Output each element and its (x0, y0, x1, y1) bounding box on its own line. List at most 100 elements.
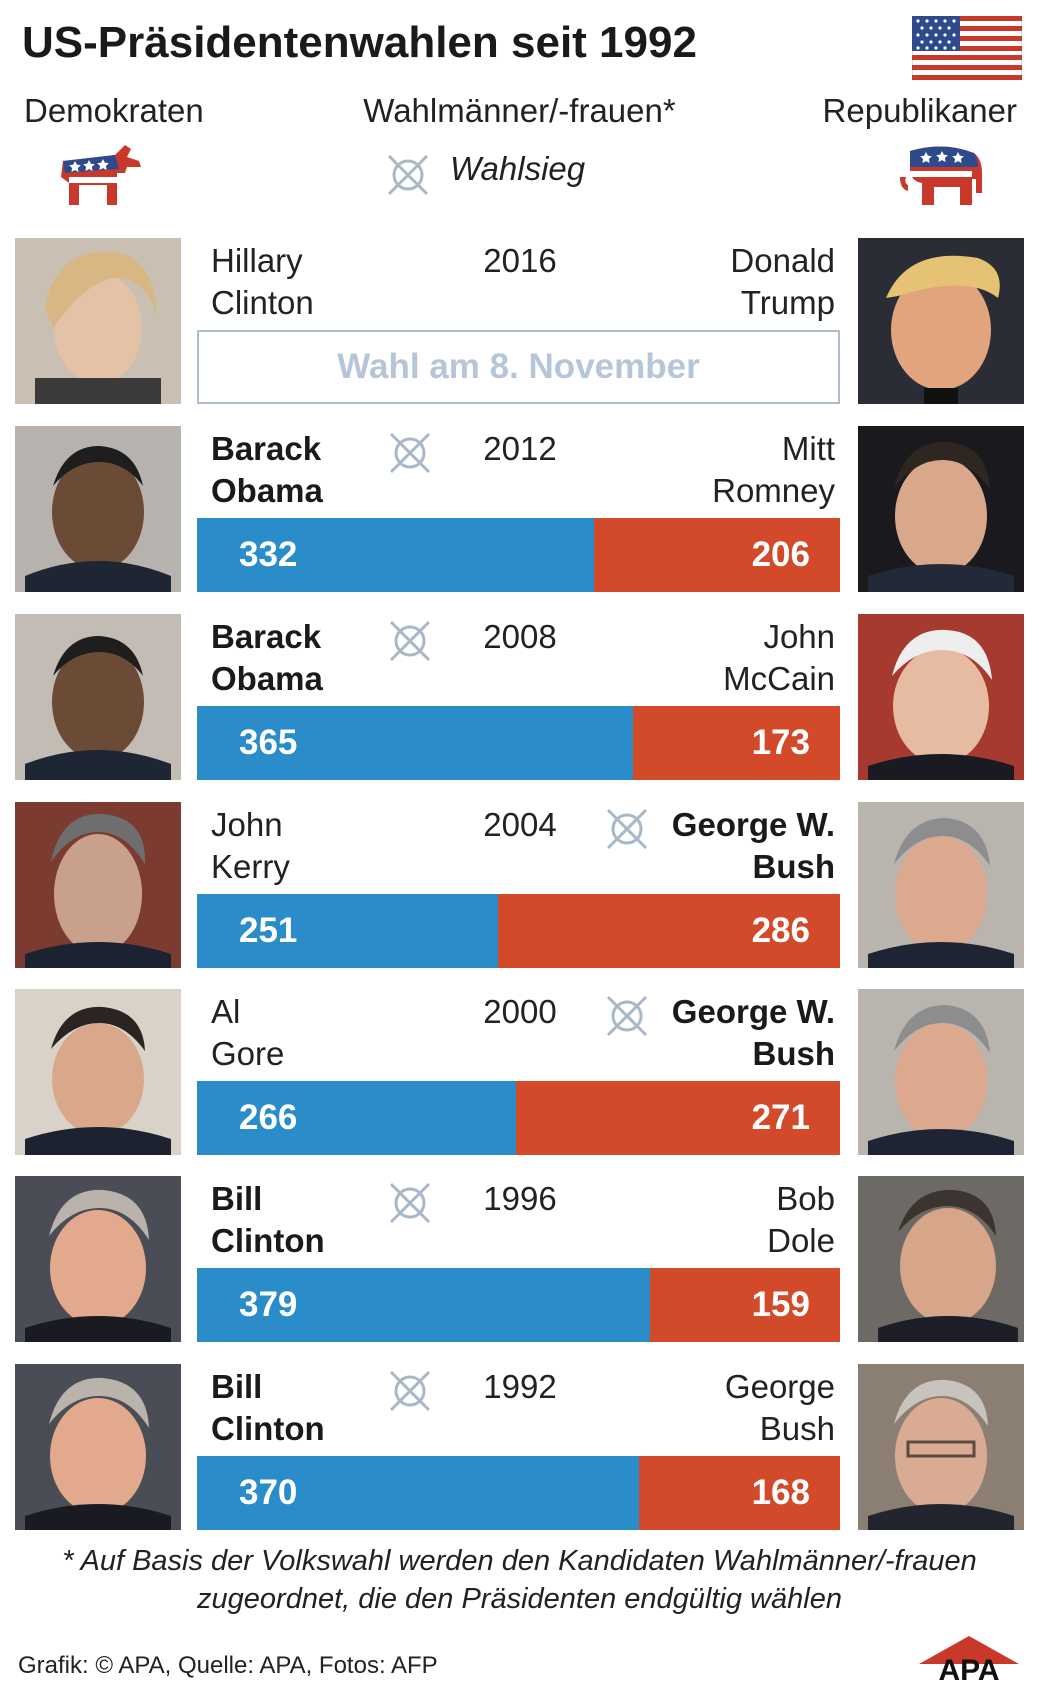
dem-last-name: Clinton (211, 1222, 325, 1259)
rep-last-name: Bush (752, 1035, 836, 1072)
election-row-1996: Bill Clinton 1996 Bob Dole 379 159 (0, 1176, 1039, 1344)
page-title: US-Präsidentenwahlen seit 1992 (22, 18, 697, 67)
dem-votes-label: 370 (239, 1473, 298, 1512)
win-ballot-icon (606, 995, 648, 1037)
republicans-label: Republikaner (822, 92, 1017, 129)
dem-votes-label: 332 (239, 535, 298, 574)
dem-candidate-name: Barack Obama (211, 616, 323, 700)
rep-first-name: George (724, 1368, 835, 1405)
rep-last-name: Trump (740, 284, 835, 321)
candidate-photo-obama (15, 426, 181, 592)
candidate-photo-kerry (15, 802, 181, 968)
dem-candidate-name: Barack Obama (211, 428, 323, 512)
election-year: 2008 (483, 618, 557, 655)
dem-bar-segment: 332 (197, 518, 594, 592)
rep-first-name: George W. (671, 806, 835, 843)
us-flag-icon (912, 16, 1022, 80)
rep-first-name: Donald (730, 242, 835, 279)
dem-first-name: John (211, 806, 283, 843)
electoral-votes-bar: 332 206 (197, 518, 840, 592)
dem-candidate-name: Bill Clinton (211, 1366, 325, 1450)
rep-candidate-name: George W. Bush (672, 804, 835, 888)
candidate-photo-obama (15, 614, 181, 780)
candidate-photo-bush (858, 802, 1024, 968)
dem-first-name: Barack (211, 618, 322, 655)
election-row-2004: John Kerry 2004 George W. Bush 251 286 (0, 802, 1039, 970)
electoral-votes-bar: 370 168 (197, 1456, 840, 1530)
candidate-photo-bill-clinton (15, 1364, 181, 1530)
candidate-photo-gore (15, 989, 181, 1155)
rep-last-name: McCain (723, 660, 835, 697)
dem-last-name: Kerry (211, 848, 290, 885)
rep-bar-segment: 168 (639, 1456, 840, 1530)
apa-logo: APA (919, 1636, 1019, 1682)
dem-first-name: Barack (211, 430, 322, 467)
footnote-line: zugeordnet, die den Präsidenten endgülti… (197, 1583, 842, 1615)
win-ballot-icon (389, 1182, 431, 1224)
electoral-votes-bar: 266 271 (197, 1081, 840, 1155)
pending-election-box: Wahl am 8. November (197, 330, 840, 404)
election-year: 1996 (483, 1180, 557, 1217)
apa-logo-text: APA (938, 1654, 999, 1682)
dem-votes-label: 379 (239, 1285, 298, 1324)
rep-bar-segment: 159 (649, 1268, 840, 1342)
dem-last-name: Obama (211, 660, 323, 697)
election-year: 2004 (483, 806, 557, 843)
democrats-label: Demokraten (24, 92, 204, 129)
win-ballot-icon (389, 432, 431, 474)
rep-votes-label: 168 (751, 1473, 810, 1512)
dem-bar-segment: 379 (197, 1268, 650, 1342)
rep-candidate-name: John McCain (723, 616, 835, 700)
dem-last-name: Clinton (211, 284, 314, 321)
electoral-votes-bar: 365 173 (197, 706, 840, 780)
election-row-1992: Bill Clinton 1992 George Bush 370 168 (0, 1364, 1039, 1532)
electoral-votes-bar: 251 286 (197, 894, 840, 968)
rep-candidate-name: George Bush (725, 1366, 835, 1450)
rep-candidate-name: Donald Trump (730, 240, 835, 324)
rep-first-name: John (763, 618, 835, 655)
win-ballot-icon (389, 620, 431, 662)
election-year: 1992 (483, 1368, 557, 1405)
win-ballot-icon (606, 808, 648, 850)
rep-bar-segment: 271 (515, 1081, 840, 1155)
candidate-photo-bill-clinton (15, 1176, 181, 1342)
rep-first-name: Mitt (781, 430, 835, 467)
electoral-votes-bar: 379 159 (197, 1268, 840, 1342)
dem-first-name: Al (211, 993, 241, 1030)
republican-elephant-icon (900, 146, 982, 205)
rep-bar-segment: 206 (593, 518, 840, 592)
candidate-photo-mccain (858, 614, 1024, 780)
rep-votes-label: 173 (751, 723, 810, 762)
dem-first-name: Bill (211, 1180, 263, 1217)
candidate-photo-trump (858, 238, 1024, 404)
election-row-2016: Hillary Clinton 2016 Donald Trump Wahl a… (0, 238, 1039, 406)
dem-last-name: Clinton (211, 1410, 325, 1447)
dem-candidate-name: Bill Clinton (211, 1178, 325, 1262)
rep-votes-label: 271 (751, 1098, 810, 1137)
dem-votes-label: 266 (239, 1098, 298, 1137)
rep-last-name: Romney (712, 472, 835, 509)
dem-bar-segment: 251 (197, 894, 498, 968)
candidate-photo-romney (858, 426, 1024, 592)
dem-candidate-name: Al Gore (211, 991, 284, 1075)
candidate-photo-george-bush (858, 1364, 1024, 1530)
rep-first-name: George W. (671, 993, 835, 1030)
rep-candidate-name: Mitt Romney (712, 428, 835, 512)
rep-candidate-name: George W. Bush (672, 991, 835, 1075)
rep-last-name: Bush (759, 1410, 835, 1447)
dem-first-name: Hillary (211, 242, 303, 279)
win-ballot-icon (389, 1370, 431, 1412)
dem-candidate-name: Hillary Clinton (211, 240, 314, 324)
dem-candidate-name: John Kerry (211, 804, 290, 888)
source-credit: Grafik: © APA, Quelle: APA, Fotos: AFP (18, 1652, 438, 1679)
election-year: 2012 (483, 430, 557, 467)
election-row-2012: Barack Obama 2012 Mitt Romney 332 206 (0, 426, 1039, 594)
democrat-donkey-icon (61, 145, 141, 205)
rep-last-name: Dole (767, 1222, 835, 1259)
candidate-photo-clinton (15, 238, 181, 404)
footnote: * Auf Basis der Volkswahl werden den Kan… (0, 1542, 1039, 1618)
election-row-2008: Barack Obama 2008 John McCain 365 173 (0, 614, 1039, 782)
legend-win-label: Wahlsieg (450, 150, 586, 187)
rep-bar-segment: 173 (633, 706, 840, 780)
candidate-photo-dole (858, 1176, 1024, 1342)
